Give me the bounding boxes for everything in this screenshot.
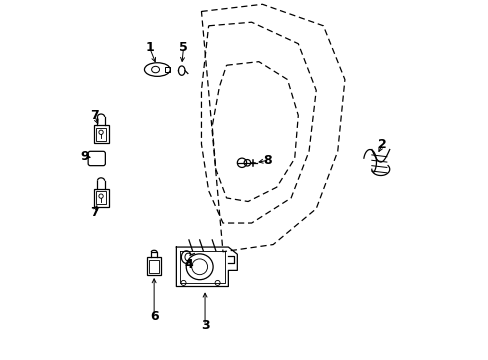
Bar xyxy=(93,125,108,143)
Text: 2: 2 xyxy=(377,138,386,150)
Bar xyxy=(164,67,170,72)
Text: 5: 5 xyxy=(179,41,187,54)
Text: 1: 1 xyxy=(145,41,154,54)
Text: 8: 8 xyxy=(263,154,271,167)
Text: 7: 7 xyxy=(90,206,99,219)
Text: 9: 9 xyxy=(81,150,89,163)
Text: 6: 6 xyxy=(149,310,158,323)
Text: 3: 3 xyxy=(201,319,209,332)
Text: 4: 4 xyxy=(184,258,193,271)
Bar xyxy=(96,128,106,140)
Bar xyxy=(93,189,108,207)
Bar xyxy=(96,192,106,204)
Text: 7: 7 xyxy=(90,109,99,122)
Bar xyxy=(147,257,161,275)
Bar xyxy=(149,260,159,273)
